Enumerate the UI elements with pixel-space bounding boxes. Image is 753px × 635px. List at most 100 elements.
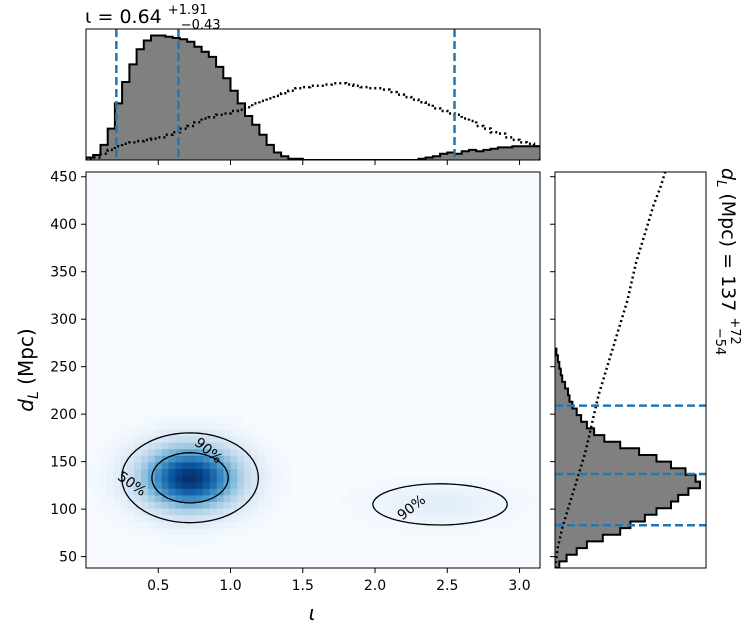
heatmap-cell [134, 475, 142, 483]
heatmap-cell [244, 462, 252, 470]
heatmap-cell [429, 482, 438, 490]
heatmap-cell [223, 442, 232, 450]
heatmap-cell [443, 495, 452, 503]
heatmap-cell [182, 462, 190, 470]
heatmap-cell [264, 515, 273, 523]
heatmap-cell [409, 508, 417, 516]
heatmap-cell [209, 416, 218, 424]
heatmap-cell [141, 429, 149, 437]
heatmap-cell [271, 488, 280, 496]
heatmap-cell [141, 436, 149, 444]
heatmap-cell [175, 469, 183, 477]
heatmap-cell [154, 442, 163, 450]
heatmap-cell [368, 482, 376, 490]
heatmap-cell [478, 508, 486, 516]
heatmap-cell [223, 475, 232, 483]
heatmap-cell [347, 502, 355, 510]
heatmap-cell [471, 502, 479, 510]
heatmap-cell [388, 495, 397, 503]
heatmap-cell [244, 442, 252, 450]
heatmap-cell [457, 482, 465, 490]
heatmap-cell [237, 422, 245, 430]
heatmap-cell [333, 502, 342, 510]
heatmap-cell [498, 482, 507, 490]
heatmap-cell [189, 416, 197, 424]
heatmap-cell [285, 482, 293, 490]
heatmap-cell [196, 436, 204, 444]
heatmap-cell [189, 469, 197, 477]
heatmap-cell [361, 515, 369, 523]
heatmap-cell [271, 462, 280, 470]
heatmap-cell [147, 488, 156, 496]
heatmap-cell [395, 521, 404, 529]
heatmap-cell [161, 469, 170, 477]
heatmap-cell [251, 449, 259, 457]
heatmap-cell [120, 469, 128, 477]
heatmap-cell [395, 475, 404, 483]
heatmap-cell [120, 528, 128, 536]
heatmap-cell [182, 436, 190, 444]
heatmap-cell [147, 416, 156, 424]
heatmap-cell [429, 488, 438, 496]
heatmap-cell [216, 535, 225, 543]
heatmap-cell [271, 495, 280, 503]
heatmap-cell [264, 442, 273, 450]
y-tick-label: 300 [50, 312, 77, 328]
heatmap-cell [209, 449, 218, 457]
heatmap-cell [196, 455, 204, 463]
y-tick-label: 100 [50, 502, 77, 518]
heatmap-cell [395, 488, 404, 496]
heatmap-cell [478, 482, 486, 490]
heatmap-cell [168, 416, 177, 424]
heatmap-cell [443, 528, 452, 536]
heatmap-cell [429, 528, 438, 536]
heatmap-cell [182, 416, 190, 424]
heatmap-cell [216, 436, 225, 444]
heatmap-cell [99, 469, 108, 477]
heatmap-cell [223, 449, 232, 457]
heatmap-cell [189, 535, 197, 543]
heatmap-cell [161, 528, 170, 536]
heatmap-cell [416, 528, 424, 536]
heatmap-cell [368, 502, 376, 510]
heatmap-cell [161, 422, 170, 430]
heatmap-cell [161, 541, 170, 549]
heatmap-cell [216, 502, 225, 510]
heatmap-cell [189, 508, 197, 516]
contour-50 [151, 452, 229, 504]
heatmap-cell [416, 488, 424, 496]
heatmap-cell [141, 422, 149, 430]
heatmap-cell [381, 495, 390, 503]
x-marginal-panel [85, 28, 541, 165]
heatmap-cell [416, 502, 424, 510]
heatmap-cell [491, 475, 500, 483]
heatmap-cell [141, 469, 149, 477]
heatmap-cell [196, 535, 204, 543]
heatmap-cell [134, 422, 142, 430]
heatmap-cell [484, 475, 493, 483]
heatmap-cell [416, 475, 424, 483]
x-tick-label: 3.0 [508, 578, 530, 594]
heatmap-cell [237, 442, 245, 450]
heatmap-cell [216, 521, 225, 529]
heatmap-cell [498, 488, 507, 496]
heatmap-cell [202, 475, 211, 483]
heatmap-cell [264, 449, 273, 457]
heatmap-cell [209, 409, 218, 417]
heatmap-cell [92, 475, 101, 483]
joint-density-panel: 50% 90% 90% 0.5 1.0 1.5 2.0 2.5 3.0 501001502… [50, 170, 541, 594]
heatmap-cell [147, 449, 156, 457]
heatmap-cell [86, 455, 94, 463]
heatmap-cell [416, 515, 424, 523]
heatmap-cell [168, 462, 177, 470]
heatmap-cell [113, 488, 121, 496]
heatmap-cell [409, 502, 417, 510]
heatmap-cell [436, 495, 445, 503]
heatmap-cell [99, 449, 108, 457]
heatmap-cell [264, 455, 273, 463]
heatmap-cell [92, 449, 101, 457]
heatmap-cell [127, 429, 135, 437]
heatmap-cell [443, 508, 452, 516]
heatmap-cell [409, 521, 417, 529]
heatmap-cell [478, 502, 486, 510]
